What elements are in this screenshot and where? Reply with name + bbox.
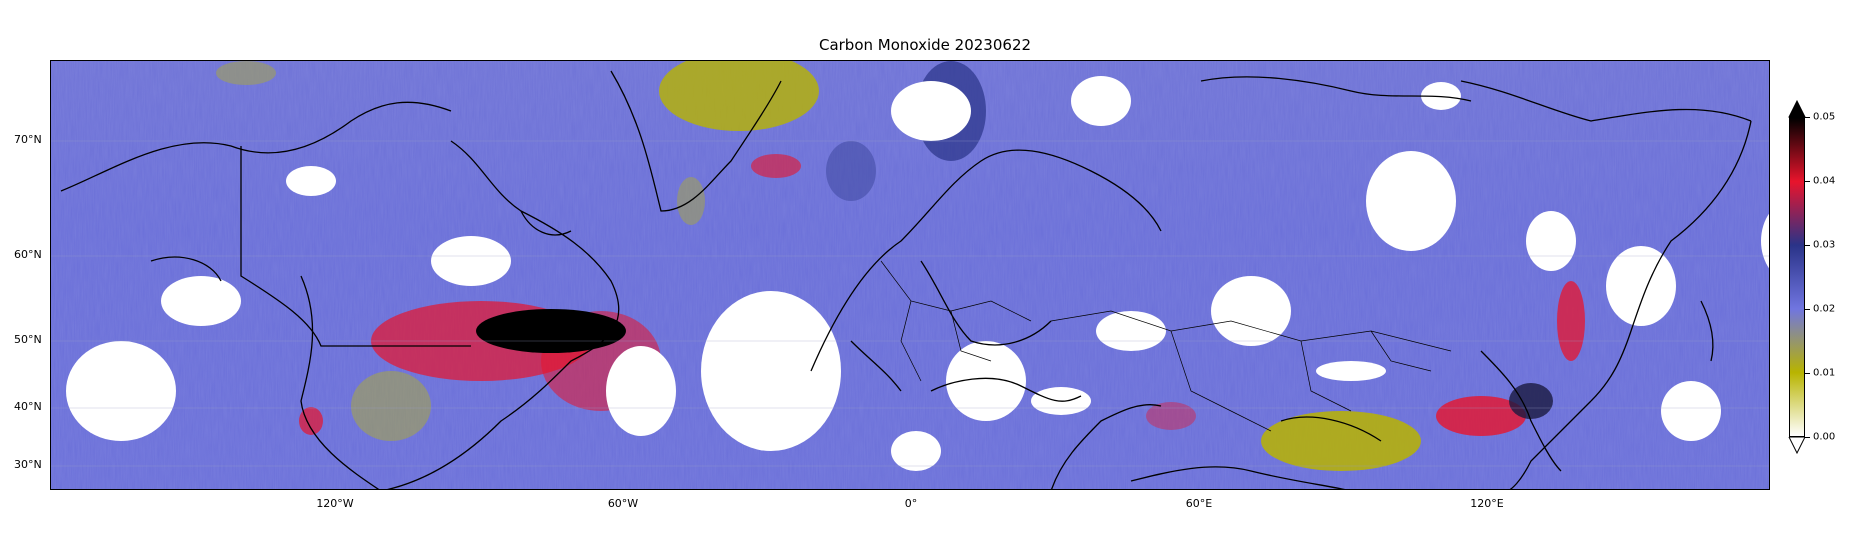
colorbar-tick-mark: [1805, 245, 1810, 246]
colorbar-tick-label: 0.02: [1813, 303, 1836, 315]
colorbar-tick-mark: [1805, 117, 1810, 118]
colorbar-tick-mark: [1805, 373, 1810, 374]
colorbar-tick-mark: [1805, 309, 1810, 310]
high-co-region-mexico: [299, 407, 323, 435]
high-co-region-iran: [1146, 402, 1196, 430]
high-co-region-east-china: [1436, 396, 1526, 436]
latitude-label: 40°N: [14, 400, 42, 413]
no-data-cloud-patches: [66, 76, 1769, 471]
latitude-label: 30°N: [14, 458, 42, 471]
colorbar-tick-label: 0.04: [1813, 175, 1836, 187]
low-co-region-tibet: [1261, 411, 1421, 471]
map-gridlines: [51, 140, 1769, 467]
high-co-region-iceland: [751, 154, 801, 178]
high-co-region-korea: [1509, 383, 1553, 419]
high-co-region-canada-fires-core: [476, 309, 626, 353]
map-plot-area[interactable]: [50, 60, 1770, 490]
colorbar-tick-mark: [1805, 437, 1810, 438]
national-borders: [880, 260, 1452, 432]
colorbar: [1789, 117, 1805, 437]
colorbar-tick-label: 0.01: [1813, 367, 1836, 379]
latitude-label: 50°N: [14, 333, 42, 346]
elevated-co-region-atlantic: [826, 141, 876, 201]
colorbar-tick-mark: [1805, 181, 1810, 182]
coastlines: [60, 70, 1752, 489]
colorbar-tick-label: 0.03: [1813, 239, 1836, 251]
latitude-label: 70°N: [14, 133, 42, 146]
high-co-region-siberia-east: [1557, 281, 1585, 361]
low-co-region-greenland: [659, 61, 819, 131]
colorbar-min-arrow: [1788, 437, 1806, 455]
map-canvas: [51, 61, 1769, 489]
longitude-label: 0°: [904, 497, 918, 510]
low-co-region-southwest-us: [351, 371, 431, 441]
colorbar-tick-label: 0.05: [1813, 111, 1836, 123]
low-co-region-arctic: [216, 61, 276, 85]
longitude-label: 120°W: [316, 497, 354, 510]
longitude-label: 120°E: [1470, 497, 1504, 510]
longitude-label: 60°W: [607, 497, 639, 510]
colorbar-extend-arrow: [1788, 99, 1806, 118]
longitude-label: 60°E: [1185, 497, 1213, 510]
colorbar-tick-label: 0.00: [1813, 431, 1836, 443]
latitude-label: 60°N: [14, 248, 42, 261]
map-title: Carbon Monoxide 20230622: [818, 36, 1032, 54]
